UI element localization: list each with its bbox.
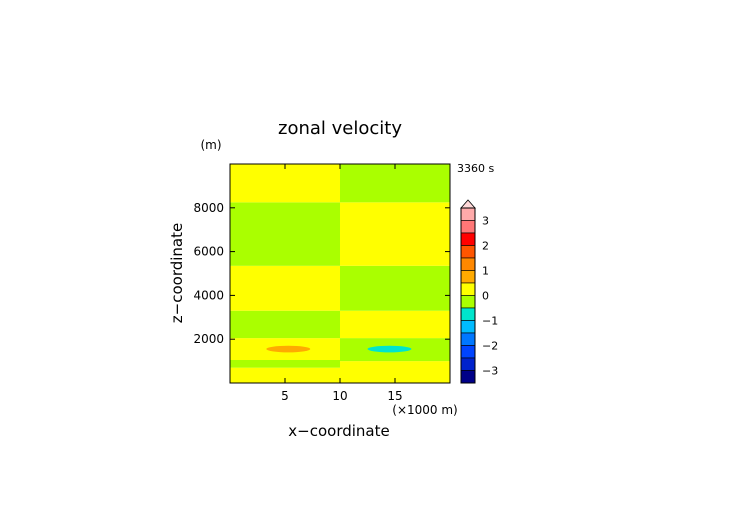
colorbar-swatch-10 bbox=[460, 332, 476, 346]
colorbar-swatch-1 bbox=[460, 220, 476, 234]
colorbar-tick-label: −3 bbox=[482, 365, 498, 378]
y-tick-label: 8000 bbox=[193, 201, 224, 215]
colorbar-frame bbox=[460, 207, 476, 384]
x-axis: 5 10 15 bbox=[281, 164, 403, 403]
plot-area bbox=[230, 164, 450, 383]
y-tick-label: 4000 bbox=[193, 288, 224, 302]
contour-band-13 bbox=[340, 164, 450, 203]
chart-title: zonal velocity bbox=[278, 118, 402, 139]
colorbar-tick-label: 0 bbox=[482, 290, 489, 303]
colorbar-swatch-8 bbox=[460, 307, 476, 321]
contour-band-7 bbox=[230, 164, 340, 203]
colorbar-swatch-4 bbox=[460, 257, 476, 271]
colorbar-swatch-12 bbox=[460, 357, 476, 371]
x-tick-label: 15 bbox=[387, 389, 402, 403]
contour-band-12 bbox=[340, 202, 450, 266]
colorbar-swatch-11 bbox=[460, 345, 476, 359]
colorbar-tick-label: −2 bbox=[482, 340, 498, 353]
colorbar-swatch-7 bbox=[460, 295, 476, 309]
colorbar-tick-label: 3 bbox=[482, 215, 489, 228]
colorbar-swatch-13 bbox=[460, 370, 476, 384]
contour-band-6 bbox=[230, 202, 340, 266]
colorbar-tick-label: −1 bbox=[482, 315, 498, 328]
colorbar: 3 2 1 0 −1 −2 −3 bbox=[460, 199, 498, 384]
time-label: 3360 s bbox=[457, 162, 494, 175]
x-axis-title: x−coordinate bbox=[288, 422, 389, 440]
y-axis: 2000 4000 6000 8000 bbox=[193, 201, 450, 346]
contour-band-5 bbox=[230, 265, 340, 311]
velocity-anomaly-0 bbox=[266, 345, 311, 353]
contour-band-0 bbox=[230, 367, 340, 383]
colorbar-swatch-2 bbox=[460, 232, 476, 246]
x-tick-label: 10 bbox=[332, 389, 347, 403]
colorbar-swatch-9 bbox=[460, 320, 476, 334]
colorbar-overflow-arrow bbox=[460, 199, 476, 209]
contour-band-11 bbox=[340, 265, 450, 311]
colorbar-swatch-3 bbox=[460, 245, 476, 259]
colorbar-swatch-5 bbox=[460, 270, 476, 284]
colorbar-tick-label: 2 bbox=[482, 240, 489, 253]
contour-band-10 bbox=[340, 310, 450, 339]
x-unit-label: (×1000 m) bbox=[392, 403, 457, 417]
colorbar-swatch-6 bbox=[460, 282, 476, 296]
y-axis-title: z−coordinate bbox=[168, 223, 186, 323]
y-tick-label: 2000 bbox=[193, 332, 224, 346]
y-unit-label: (m) bbox=[200, 138, 221, 152]
colorbar-tick-label: 1 bbox=[482, 265, 489, 278]
velocity-anomaly-1 bbox=[367, 345, 412, 353]
contour-band-1 bbox=[230, 360, 340, 368]
x-tick-label: 5 bbox=[281, 389, 289, 403]
colorbar-swatch-0 bbox=[460, 207, 476, 221]
y-tick-label: 6000 bbox=[193, 245, 224, 259]
contour-band-8 bbox=[340, 361, 450, 383]
contour-band-4 bbox=[230, 310, 340, 339]
